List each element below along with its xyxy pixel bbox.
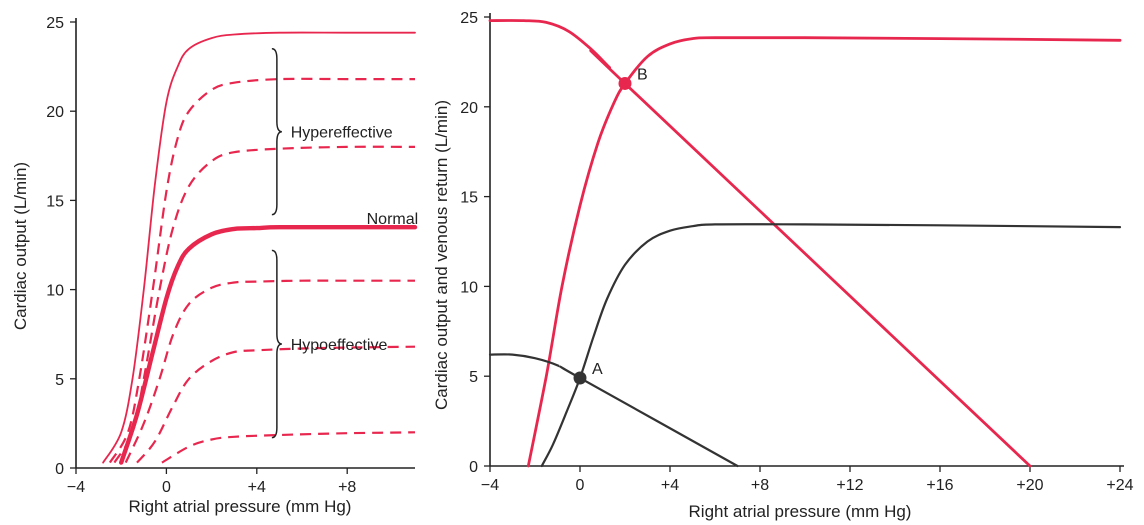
y-tick-label: 0 bbox=[469, 459, 478, 476]
y-tick-label: 25 bbox=[460, 10, 478, 27]
x-tick-label: −4 bbox=[67, 479, 85, 496]
x-tick-label: 0 bbox=[576, 477, 585, 494]
x-tick-label: +24 bbox=[1106, 477, 1133, 494]
x-tick-label: 0 bbox=[162, 479, 171, 496]
cardiac-output-curve-4-normal bbox=[119, 224, 418, 465]
y-tick-label: 10 bbox=[460, 279, 478, 296]
chart-right-x-axis-title: Right atrial pressure (mm Hg) bbox=[689, 502, 912, 521]
equilibrium-point-a bbox=[573, 371, 587, 385]
x-tick-label: +20 bbox=[1016, 477, 1043, 494]
venous-return-curve-normal bbox=[488, 353, 739, 468]
cardiac-output-curve-6 bbox=[136, 345, 416, 464]
chart-left-cardiac-output: Cardiac output (L/min) Right atrial pres… bbox=[11, 15, 418, 516]
cardiac-output-curve-1 bbox=[102, 31, 416, 464]
cardiac-output-curve-2 bbox=[108, 77, 415, 464]
bracket-hypoeffective bbox=[271, 249, 282, 439]
y-tick-label: 0 bbox=[55, 461, 64, 478]
y-tick-label: 20 bbox=[460, 100, 478, 117]
y-tick-label: 15 bbox=[460, 190, 478, 207]
y-tick-label: 5 bbox=[55, 372, 64, 389]
y-tick-label: 5 bbox=[469, 369, 478, 386]
y-tick-label: 10 bbox=[46, 283, 64, 300]
x-tick-label: +12 bbox=[836, 477, 863, 494]
x-tick-label: −4 bbox=[481, 477, 499, 494]
cardiac-output-curve-3 bbox=[113, 145, 416, 464]
bracket-label-hypereffective: Hypereffective bbox=[291, 125, 393, 142]
x-tick-label: +4 bbox=[248, 479, 266, 496]
x-tick-label: +16 bbox=[926, 477, 953, 494]
y-tick-label: 15 bbox=[46, 193, 64, 210]
chart-left-y-axis-title: Cardiac output (L/min) bbox=[11, 162, 30, 330]
cardiac-output-curve-5 bbox=[124, 279, 415, 464]
y-tick-label: 25 bbox=[46, 15, 64, 32]
bracket-label-hypoeffective: Hypoeffective bbox=[291, 337, 388, 354]
venous-return-curve-increased bbox=[488, 19, 1032, 468]
chart-right-y-axis-title: Cardiac output and venous return (L/min) bbox=[432, 100, 451, 410]
cardiac-output-curve-7 bbox=[161, 431, 416, 464]
x-tick-label: +4 bbox=[661, 477, 679, 494]
equilibrium-point-b bbox=[618, 76, 632, 90]
normal-curve-label: Normal bbox=[367, 211, 419, 228]
bracket-hypereffective bbox=[271, 48, 282, 216]
chart-left-x-axis-title: Right atrial pressure (mm Hg) bbox=[129, 497, 352, 516]
y-tick-label: 20 bbox=[46, 104, 64, 121]
equilibrium-point-label-a: A bbox=[592, 361, 603, 378]
chart-right-cardiac-output-venous-return: Cardiac output and venous return (L/min)… bbox=[432, 10, 1134, 521]
equilibrium-point-label-b: B bbox=[637, 66, 648, 83]
x-tick-label: +8 bbox=[751, 477, 769, 494]
cardiac-output-curve-hypereffective bbox=[526, 36, 1122, 468]
cardiac-output-curve-normal bbox=[540, 223, 1122, 468]
x-tick-label: +8 bbox=[338, 479, 356, 496]
